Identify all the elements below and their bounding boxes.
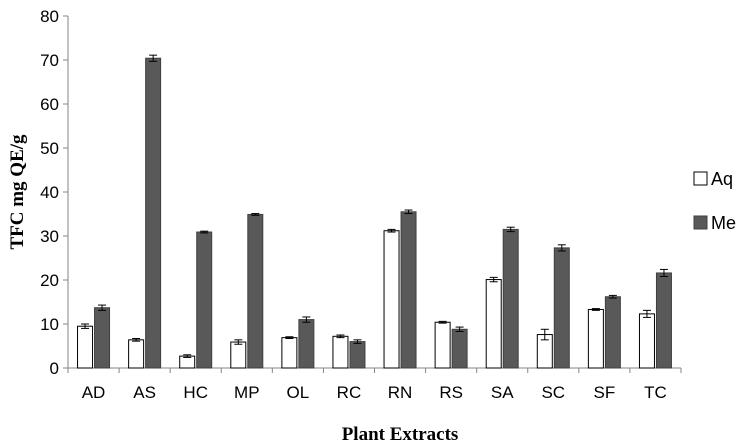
x-tick-label-rs: RS <box>439 383 463 402</box>
bar-me-mp <box>247 213 264 369</box>
legend-label-me: Me <box>711 213 736 233</box>
bar-aq-mp <box>230 341 247 369</box>
bar-aq-ol <box>281 337 298 369</box>
legend-label-aq: Aq <box>711 169 733 189</box>
bar-aq-sf <box>587 308 604 369</box>
bar-me-sf <box>604 296 621 369</box>
bar-me-rs <box>451 328 468 369</box>
x-tick-label-sc: SC <box>541 383 565 402</box>
bar-aq-rn <box>383 230 400 369</box>
bar-aq-ad <box>77 325 94 369</box>
y-tick-label: 30 <box>40 227 59 246</box>
legend-swatch-aq <box>693 171 708 186</box>
bar-me-ad <box>94 307 111 369</box>
bar-me-hc <box>196 231 213 369</box>
y-tick-label: 80 <box>40 7 59 26</box>
x-axis-title: Plant Extracts <box>342 424 459 445</box>
y-axis-title: TFC mg QE/g <box>7 134 28 250</box>
y-tick-label: 0 <box>50 359 59 378</box>
bar-aq-tc <box>638 313 655 369</box>
bar-me-rn <box>400 211 417 369</box>
x-tick-label-rn: RN <box>388 383 413 402</box>
bar-aq-rc <box>332 335 349 369</box>
legend: Aq Me <box>693 169 736 233</box>
bar-me-sc <box>553 247 570 369</box>
y-tick-label: 40 <box>40 183 59 202</box>
bar-aq-as <box>128 339 145 369</box>
x-tick-label-sf: SF <box>594 383 616 402</box>
x-tick-label-mp: MP <box>234 383 260 402</box>
bar-me-ol <box>298 319 315 369</box>
plot-area: 0 10 20 30 40 50 60 70 80 AD AS HC MP OL RC RN RS SA SC SF T… <box>40 7 682 402</box>
x-tick-label-ol: OL <box>287 383 310 402</box>
x-tick-label-tc: TC <box>644 383 667 402</box>
x-tick-label-ad: AD <box>82 383 106 402</box>
bar-me-tc <box>655 272 672 369</box>
y-tick-label: 70 <box>40 51 59 70</box>
y-tick-label: 20 <box>40 271 59 290</box>
y-tick-label: 50 <box>40 139 59 158</box>
bar-aq-rs <box>434 321 451 369</box>
legend-swatch-me <box>693 215 708 230</box>
x-tick-label-hc: HC <box>183 383 208 402</box>
bar-aq-sa <box>485 279 502 369</box>
y-tick-label: 10 <box>40 315 59 334</box>
bar-me-rc <box>349 341 366 369</box>
bar-me-as <box>145 57 162 369</box>
x-tick-label-as: AS <box>133 383 156 402</box>
y-tick-label: 60 <box>40 95 59 114</box>
x-tick-label-sa: SA <box>491 383 514 402</box>
bar-me-sa <box>502 228 519 369</box>
x-tick-label-rc: RC <box>337 383 362 402</box>
